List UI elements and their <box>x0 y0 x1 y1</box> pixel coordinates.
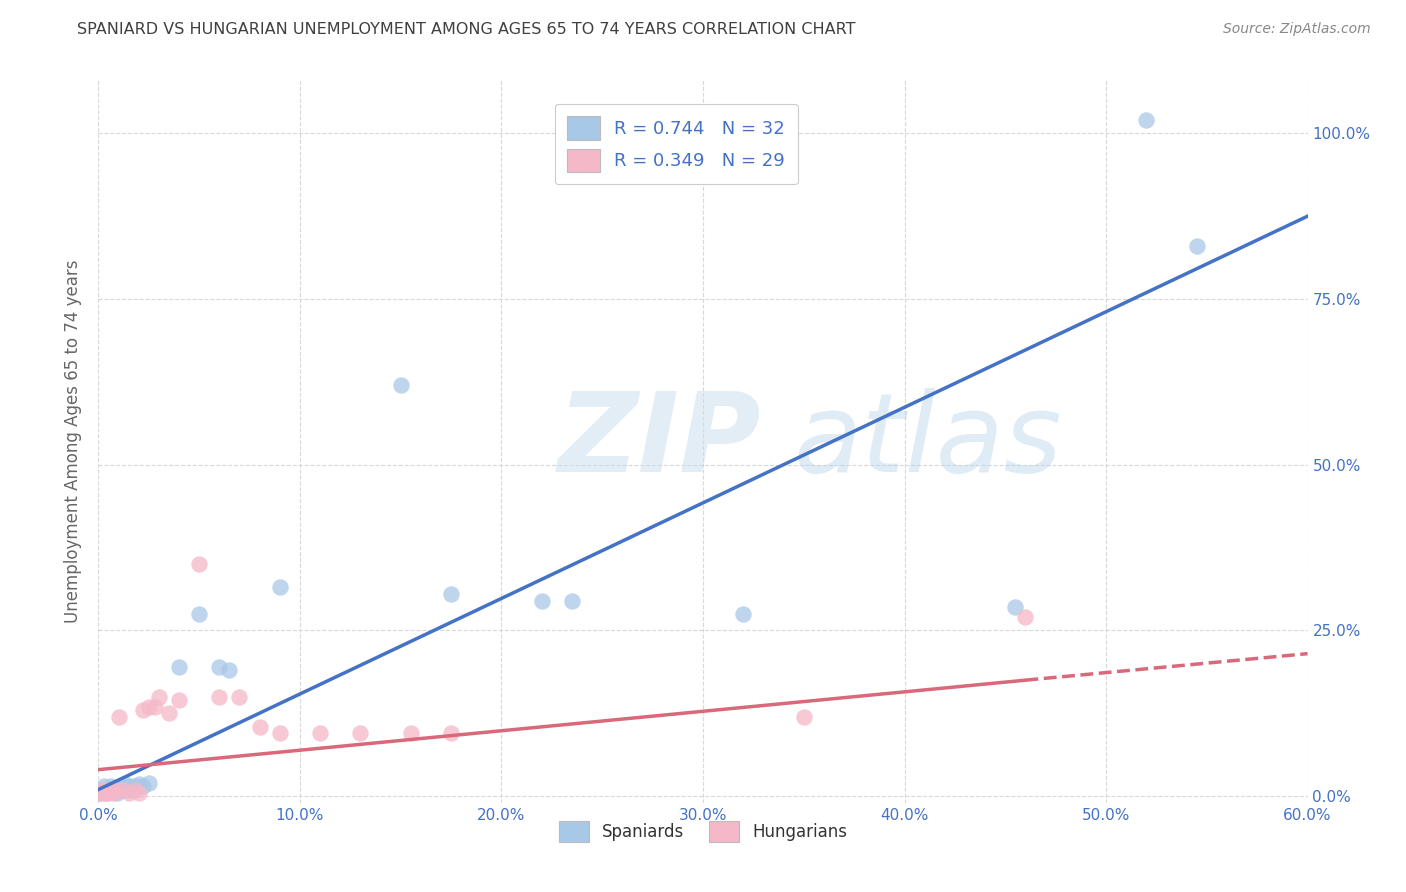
Point <box>105 786 128 800</box>
Point <box>93 786 115 800</box>
Point <box>124 779 146 793</box>
Point <box>269 726 291 740</box>
Point <box>218 663 240 677</box>
Point <box>399 726 422 740</box>
Point <box>389 378 412 392</box>
Point <box>148 690 170 704</box>
Point <box>100 782 122 797</box>
Point <box>93 779 115 793</box>
Point <box>118 779 141 793</box>
Text: Source: ZipAtlas.com: Source: ZipAtlas.com <box>1223 22 1371 37</box>
Point <box>228 690 250 704</box>
Text: ZIP: ZIP <box>558 388 762 495</box>
Point <box>124 782 146 797</box>
Point <box>121 782 143 797</box>
Point <box>101 784 124 798</box>
Point <box>97 782 120 797</box>
Point <box>103 782 125 797</box>
Point <box>157 706 180 721</box>
Point <box>107 782 129 797</box>
Point <box>97 786 120 800</box>
Point <box>132 703 155 717</box>
Point <box>96 786 118 800</box>
Point <box>249 720 271 734</box>
Point <box>110 779 132 793</box>
Point <box>208 690 231 704</box>
Point <box>128 777 150 791</box>
Point <box>188 607 211 621</box>
Point <box>91 782 114 797</box>
Point <box>115 782 138 797</box>
Point <box>309 726 332 740</box>
Point <box>530 593 553 607</box>
Point <box>440 726 463 740</box>
Point <box>733 607 755 621</box>
Point <box>89 786 111 800</box>
Point <box>167 660 190 674</box>
Point <box>114 777 136 791</box>
Point <box>138 699 160 714</box>
Point <box>1014 610 1036 624</box>
Point <box>100 779 122 793</box>
Point <box>91 782 114 797</box>
Point <box>561 593 583 607</box>
Point <box>118 786 141 800</box>
Point <box>208 660 231 674</box>
Point <box>132 779 155 793</box>
Point <box>111 782 134 797</box>
Text: atlas: atlas <box>793 388 1063 495</box>
Point <box>1004 600 1026 615</box>
Point <box>101 786 124 800</box>
Text: SPANIARD VS HUNGARIAN UNEMPLOYMENT AMONG AGES 65 TO 74 YEARS CORRELATION CHART: SPANIARD VS HUNGARIAN UNEMPLOYMENT AMONG… <box>77 22 856 37</box>
Point <box>349 726 371 740</box>
Point <box>89 786 111 800</box>
Point <box>128 786 150 800</box>
Point <box>167 693 190 707</box>
Point <box>269 580 291 594</box>
Point <box>120 782 142 797</box>
Point <box>1135 113 1157 128</box>
Point <box>143 699 166 714</box>
Point <box>107 709 129 723</box>
Point <box>440 587 463 601</box>
Point <box>138 776 160 790</box>
Point <box>111 782 134 797</box>
Point <box>1185 239 1208 253</box>
Point <box>103 781 125 796</box>
Point <box>96 782 118 797</box>
Y-axis label: Unemployment Among Ages 65 to 74 years: Unemployment Among Ages 65 to 74 years <box>65 260 83 624</box>
Point <box>793 709 815 723</box>
Point <box>188 557 211 571</box>
Legend: Spaniards, Hungarians: Spaniards, Hungarians <box>553 814 853 848</box>
